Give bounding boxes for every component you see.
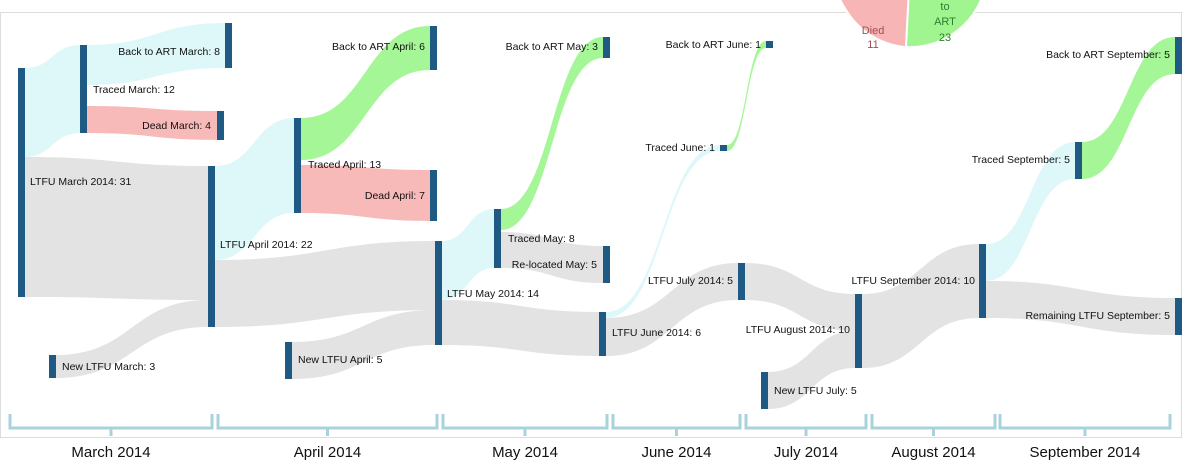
node [720,145,727,151]
node [1075,142,1082,179]
link [25,45,80,157]
node [766,41,773,48]
node [1175,298,1182,335]
month-label: April 2014 [294,444,362,461]
node-label: New LTFU March: 3 [62,361,155,373]
month-bracket [441,414,609,436]
link [56,300,208,378]
node-label: Back to ART April: 6 [332,41,425,53]
month-bracket [8,414,214,436]
frame [0,12,1182,438]
link [768,331,855,409]
month-bracket [216,414,439,436]
node-label: Re-located May: 5 [512,259,597,271]
link [25,157,208,300]
node [225,23,232,68]
node-label: Back to ART May: 3 [506,41,599,53]
pie-label: Died [862,25,885,37]
nodes: LTFU March 2014: 31 Back to ART March: 8 T… [18,23,1182,409]
link [292,310,435,379]
pie-value: 23 [939,32,951,44]
link [215,241,435,327]
node [49,355,56,378]
month-label: July 2014 [774,444,838,461]
node-label: Traced May: 8 [508,233,575,245]
link [606,263,738,356]
node [738,263,745,300]
node-label: New LTFU April: 5 [298,354,383,366]
month-label: June 2014 [641,444,711,461]
pie-back [904,0,982,49]
node [494,209,501,268]
node-label: Back to ART September: 5 [1046,49,1170,61]
node [208,166,215,327]
pie-label: to [940,1,949,13]
node-label: New LTFU July: 5 [774,385,857,397]
node-label: LTFU September 2014: 10 [851,275,975,287]
node [435,241,442,345]
node [430,170,437,221]
month-bracket [870,414,997,436]
node [979,244,986,318]
link [501,232,603,283]
link [501,37,603,230]
link [606,145,720,318]
month-bracket [744,414,868,436]
node-label: LTFU May 2014: 14 [447,288,539,300]
node [80,45,87,133]
node-label: Traced September: 5 [972,154,1070,166]
node-label: Back to ART March: 8 [118,46,220,58]
node-label: Remaining LTFU September: 5 [1025,310,1170,322]
node-label: LTFU July 2014: 5 [648,275,733,287]
node-label: LTFU June 2014: 6 [612,327,701,339]
node-label: Dead March: 4 [142,120,211,132]
link [87,23,225,85]
link [215,118,294,260]
node [1175,37,1182,74]
link [87,106,217,140]
link [301,165,430,221]
node-label: LTFU April 2014: 22 [220,239,313,251]
link [301,26,430,160]
pie-died [839,0,910,49]
pie-label: ART [934,16,956,28]
node [285,342,292,379]
node [430,26,437,70]
node-label: Traced April: 13 [308,159,381,171]
link [745,263,855,331]
node [217,111,224,140]
month-label: March 2014 [71,444,150,461]
node [599,312,606,356]
node-label: LTFU August 2014: 10 [746,324,850,336]
link [442,209,494,300]
link [727,41,766,151]
month-bracket [998,414,1172,436]
node-label: Traced March: 12 [93,84,175,96]
node-label: LTFU March 2014: 31 [30,176,132,188]
link [986,281,1175,335]
node-label: Traced June: 1 [645,142,715,154]
node [294,118,301,213]
month-label: August 2014 [891,444,975,461]
pie-value: 11 [867,39,878,51]
node [855,294,862,368]
link [1082,37,1175,179]
month-axis: March 2014 April 2014 May 2014 June 2014 Jul… [8,414,1172,461]
node [603,246,610,283]
node-label: Dead April: 7 [365,190,425,202]
node [761,372,768,409]
month-label: May 2014 [492,444,558,461]
month-label: September 2014 [1030,444,1141,461]
pie: Died 11 to ART 23 [839,0,982,51]
link [862,244,979,368]
node [603,37,610,58]
link [986,142,1075,281]
link [442,300,599,356]
month-bracket [611,414,742,436]
node-label: Back to ART June: 1 [666,39,761,51]
links [25,23,1175,409]
node [18,68,25,297]
